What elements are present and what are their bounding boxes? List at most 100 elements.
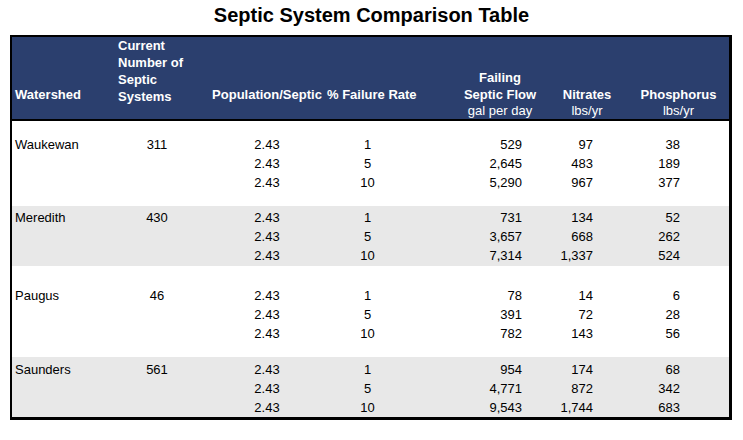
- cell-nitrates: 483: [547, 154, 622, 173]
- table-row: 2.43105,290967377: [12, 173, 729, 192]
- cell-nitrates: 967: [547, 173, 622, 192]
- cell-watershed: [12, 154, 107, 173]
- cell-failure-rate: 10: [327, 246, 408, 265]
- column-header-label: Systems: [118, 88, 207, 105]
- cell-systems: [107, 173, 207, 192]
- cell-phosphorus: 683: [622, 398, 729, 417]
- table-row: Meredith4302.43173113452: [12, 208, 729, 227]
- cell-population-septic: 2.43: [207, 398, 327, 417]
- cell-watershed: Waukewan: [12, 135, 107, 154]
- cell-septic-flow: 954: [408, 360, 547, 379]
- cell-failure-rate: 5: [327, 227, 408, 246]
- cell-systems: [107, 324, 207, 343]
- table-row: 2.4353917228: [12, 305, 729, 324]
- cell-failure-rate: 5: [327, 379, 408, 398]
- cell-watershed: Saunders: [12, 360, 107, 379]
- cell-watershed: [12, 246, 107, 265]
- column-header-unit: lbs/yr: [628, 103, 729, 119]
- cell-nitrates: 14: [547, 286, 622, 305]
- cell-population-septic: 2.43: [207, 286, 327, 305]
- cell-septic-flow: 9,543: [408, 398, 547, 417]
- cell-phosphorus: 38: [622, 135, 729, 154]
- column-header-population-septic: Population/Septic: [207, 37, 327, 119]
- cell-systems: [107, 379, 207, 398]
- column-header-failing-septic-flow: Failing Septic Flow gal per day: [408, 37, 547, 119]
- cell-septic-flow: 391: [408, 305, 547, 324]
- cell-nitrates: 1,337: [547, 246, 622, 265]
- watershed-group-meredith: Meredith4302.431731134522.4353,657668262…: [12, 206, 729, 266]
- column-header-failure-rate: % Failure Rate: [327, 37, 408, 119]
- cell-septic-flow: 5,290: [408, 173, 547, 192]
- column-header-label: % Failure Rate: [327, 86, 408, 103]
- column-header-label: Population/Septic: [207, 86, 327, 103]
- cell-phosphorus: 6: [622, 286, 729, 305]
- cell-failure-rate: 1: [327, 208, 408, 227]
- cell-failure-rate: 10: [327, 324, 408, 343]
- cell-septic-flow: 529: [408, 135, 547, 154]
- cell-phosphorus: 52: [622, 208, 729, 227]
- column-header-label: Current: [118, 37, 207, 54]
- cell-systems: [107, 227, 207, 246]
- watershed-group-saunders: Saunders5612.431954174682.4354,771872342…: [12, 357, 729, 417]
- column-header-label: Phosphorus: [628, 86, 729, 103]
- watershed-group-waukewan: Waukewan3112.43152997382.4352,6454831892…: [12, 121, 729, 206]
- table-row: 2.4352,645483189: [12, 154, 729, 173]
- cell-watershed: [12, 379, 107, 398]
- column-header-phosphorus: Phosphorus lbs/yr: [622, 37, 729, 119]
- cell-failure-rate: 1: [327, 135, 408, 154]
- table-row: 2.43109,5431,744683: [12, 398, 729, 417]
- cell-failure-rate: 10: [327, 173, 408, 192]
- cell-watershed: [12, 324, 107, 343]
- column-header-nitrates: Nitrates lbs/yr: [547, 37, 622, 119]
- column-header-watershed: Watershed: [12, 37, 107, 119]
- cell-population-septic: 2.43: [207, 360, 327, 379]
- cell-phosphorus: 262: [622, 227, 729, 246]
- column-header-unit: lbs/yr: [552, 103, 622, 119]
- cell-watershed: Paugus: [12, 286, 107, 305]
- column-header-unit: gal per day: [453, 103, 547, 119]
- cell-nitrates: 72: [547, 305, 622, 324]
- cell-systems: 430: [107, 208, 207, 227]
- cell-population-septic: 2.43: [207, 208, 327, 227]
- cell-nitrates: 668: [547, 227, 622, 246]
- column-header-unit: [15, 103, 107, 119]
- cell-septic-flow: 4,771: [408, 379, 547, 398]
- cell-septic-flow: 782: [408, 324, 547, 343]
- table-row: 2.43107,3141,337524: [12, 246, 729, 265]
- cell-watershed: [12, 398, 107, 417]
- cell-population-septic: 2.43: [207, 379, 327, 398]
- cell-septic-flow: 2,645: [408, 154, 547, 173]
- cell-watershed: [12, 305, 107, 324]
- cell-population-septic: 2.43: [207, 324, 327, 343]
- table-header: Watershed Current Number of Septic Syste…: [12, 37, 729, 121]
- cell-failure-rate: 5: [327, 305, 408, 324]
- table-row: 2.4353,657668262: [12, 227, 729, 246]
- cell-septic-flow: 78: [408, 286, 547, 305]
- cell-population-septic: 2.43: [207, 246, 327, 265]
- cell-nitrates: 97: [547, 135, 622, 154]
- column-header-current-systems: Current Number of Septic Systems: [107, 37, 207, 119]
- cell-failure-rate: 1: [327, 286, 408, 305]
- column-header-unit: [327, 103, 408, 119]
- cell-septic-flow: 731: [408, 208, 547, 227]
- cell-phosphorus: 56: [622, 324, 729, 343]
- cell-population-septic: 2.43: [207, 135, 327, 154]
- column-header-label: Nitrates: [552, 86, 622, 103]
- table-row: 2.4354,771872342: [12, 379, 729, 398]
- cell-septic-flow: 3,657: [408, 227, 547, 246]
- table-row: Paugus462.43178146: [12, 286, 729, 305]
- cell-systems: [107, 154, 207, 173]
- cell-population-septic: 2.43: [207, 173, 327, 192]
- comparison-table: Watershed Current Number of Septic Syste…: [10, 35, 732, 420]
- column-header-label: Septic Flow: [453, 86, 547, 103]
- cell-nitrates: 1,744: [547, 398, 622, 417]
- cell-systems: 311: [107, 135, 207, 154]
- cell-watershed: [12, 227, 107, 246]
- cell-systems: [107, 305, 207, 324]
- cell-population-septic: 2.43: [207, 227, 327, 246]
- cell-watershed: Meredith: [12, 208, 107, 227]
- cell-systems: [107, 398, 207, 417]
- column-header-unit: [207, 103, 327, 119]
- cell-nitrates: 134: [547, 208, 622, 227]
- table-row: Saunders5612.43195417468: [12, 360, 729, 379]
